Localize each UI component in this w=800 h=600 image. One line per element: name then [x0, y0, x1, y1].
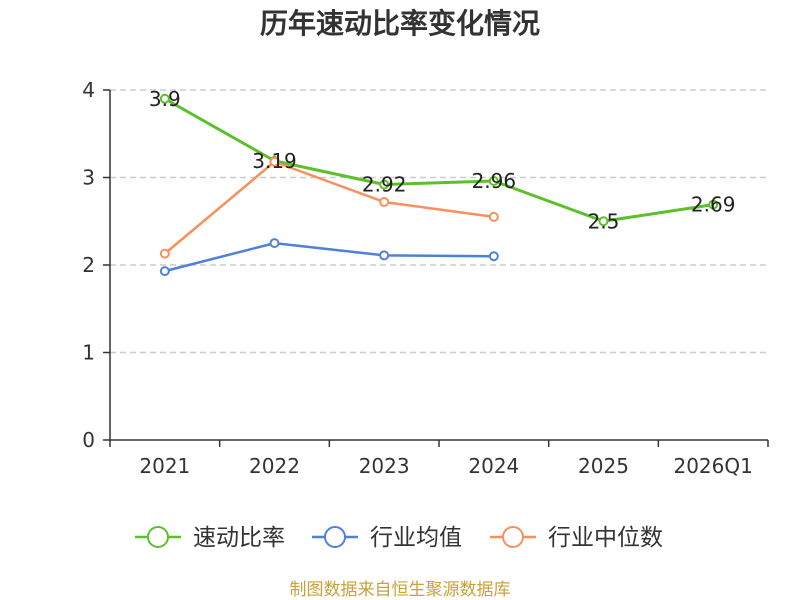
x-tick-label: 2021 [139, 454, 190, 478]
y-tick-label: 0 [82, 428, 95, 452]
legend-swatch-marker [147, 526, 169, 548]
legend-item-1[interactable]: 行业均值 [312, 525, 462, 551]
data-point [488, 211, 499, 222]
y-tick-label: 1 [82, 341, 95, 365]
data-point [379, 197, 390, 207]
legend-label: 行业均值 [370, 525, 462, 551]
x-tick-label: 2023 [359, 454, 410, 478]
grid-lines [110, 89, 768, 354]
x-tick-label: 2022 [249, 454, 300, 478]
data-point [379, 179, 390, 190]
series-lines [159, 93, 719, 277]
legend-label: 行业中位数 [548, 525, 663, 551]
axes: 0 1 2 3 4 2021 2022 2023 2024 2025 2026Q1 [82, 78, 769, 478]
data-label: 3.19 [252, 149, 297, 173]
x-tick-label: 2026Q1 [673, 454, 752, 478]
data-label: 2.92 [362, 173, 407, 197]
data-point [598, 216, 609, 227]
data-point [379, 250, 390, 261]
y-tick-label: 3 [82, 166, 95, 190]
legend-swatch-marker [502, 526, 524, 548]
data-point [488, 251, 499, 262]
data-point [159, 266, 170, 277]
legend-swatch-marker [324, 526, 346, 548]
legend-item-0[interactable]: 速动比率 [135, 525, 285, 551]
legend: 速动比率 行业均值 行业中位数 [135, 525, 663, 551]
data-labels: 3.9 3.19 2.92 2.96 2.5 2.69 [149, 87, 736, 234]
legend-item-2[interactable]: 行业中位数 [490, 525, 663, 551]
data-point [159, 248, 170, 259]
data-point [488, 176, 499, 186]
data-label: 2.96 [472, 169, 517, 193]
legend-label: 速动比率 [193, 525, 285, 551]
data-label: 2.5 [588, 209, 620, 233]
y-tick-label: 2 [82, 253, 95, 277]
data-point [269, 156, 280, 167]
data-point [159, 93, 170, 104]
source-note: 制图数据来自恒生聚源数据库 [290, 580, 511, 600]
chart-title: 历年速动比率变化情况 [260, 7, 540, 40]
data-label: 2.69 [691, 193, 736, 217]
series-line-0 [164, 97, 714, 223]
series-line-1 [164, 241, 494, 273]
x-tick-label: 2024 [468, 454, 519, 478]
data-point [708, 199, 719, 210]
x-tick-label: 2025 [578, 454, 629, 478]
y-tick-label: 4 [82, 78, 95, 102]
data-label: 3.9 [149, 87, 181, 111]
data-point [269, 238, 280, 249]
series-line-2 [164, 160, 495, 255]
